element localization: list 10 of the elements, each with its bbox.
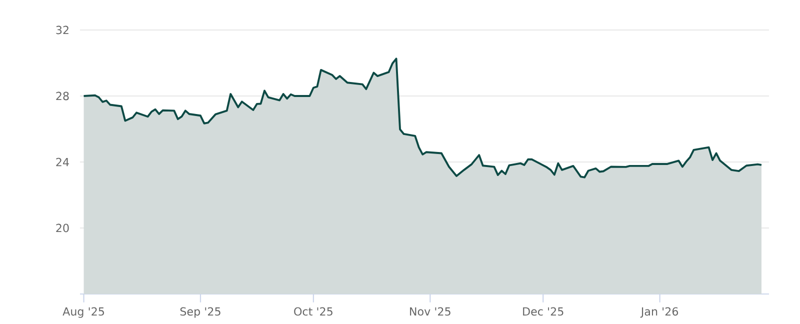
y-tick-label: 28: [56, 92, 69, 100]
x-tick-label: Dec '25: [523, 307, 564, 316]
x-tick-label: Jan '26: [640, 307, 678, 318]
y-tick-label: 20: [56, 224, 69, 232]
x-tick-label: Sep '25: [180, 307, 220, 318]
x-tick-label: Aug '25: [62, 307, 104, 318]
x-tick-label: Nov '25: [410, 307, 450, 316]
x-tick-label: Oct '25: [294, 307, 332, 316]
y-tick-label: 24: [56, 158, 69, 166]
y-tick-label: 32: [56, 26, 68, 34]
